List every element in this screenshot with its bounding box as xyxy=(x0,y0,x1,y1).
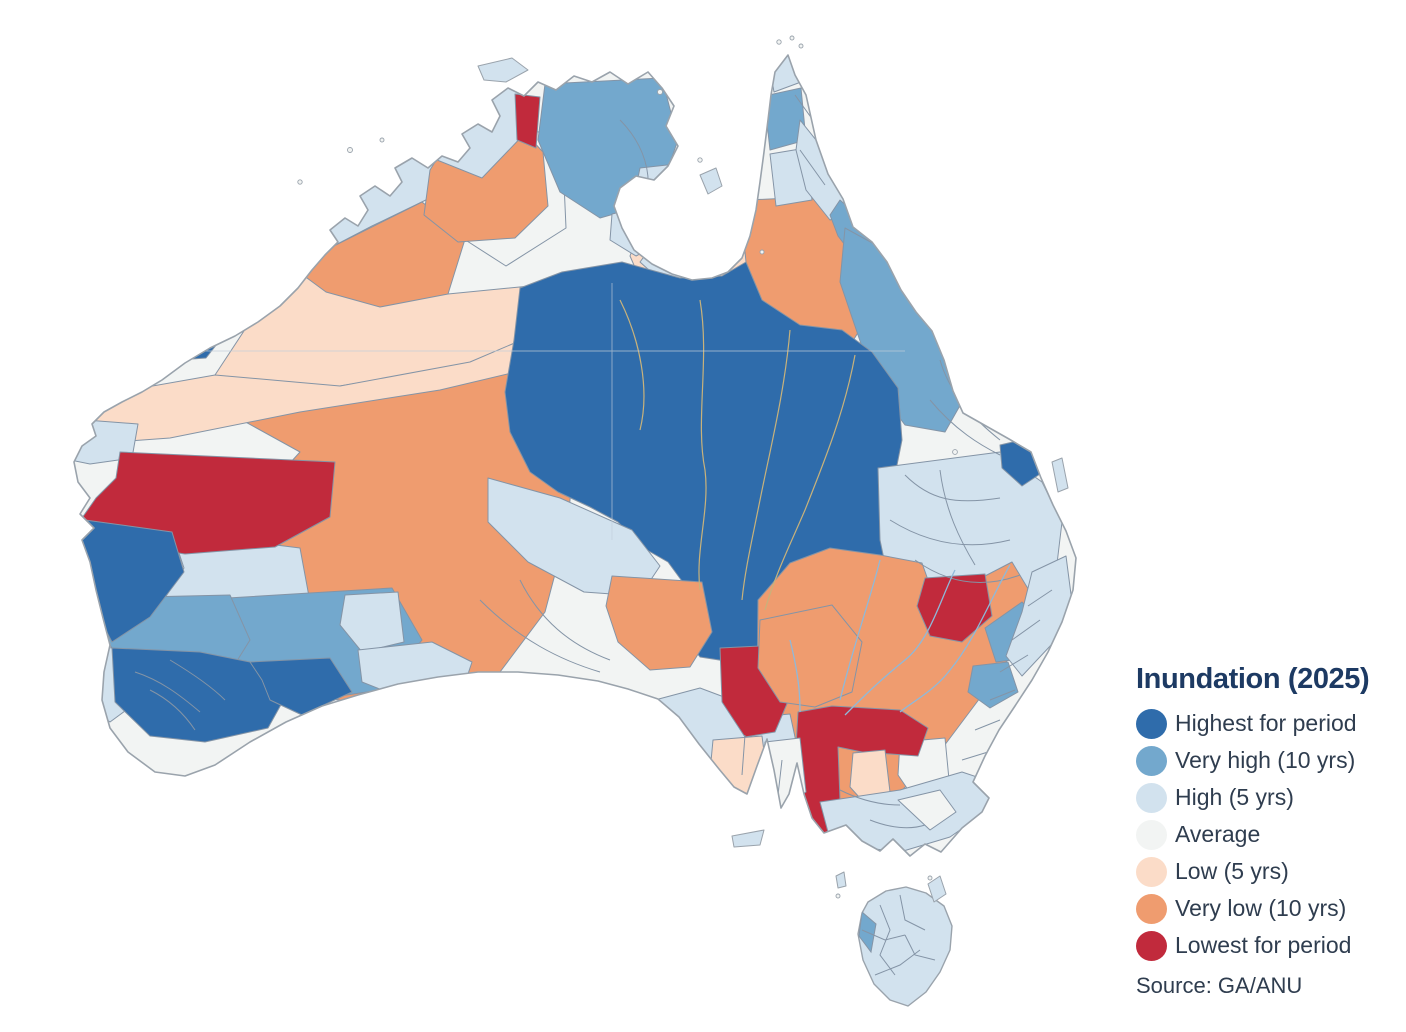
region-melville-island xyxy=(477,57,529,83)
coastal-islets xyxy=(297,35,958,899)
region-sa-orange-west xyxy=(605,575,713,671)
region-gippsland-white xyxy=(897,789,957,831)
region-vic-otway xyxy=(762,803,802,843)
catchment-regions xyxy=(74,55,1073,853)
region-border-rivers-red xyxy=(916,573,993,643)
river-lines xyxy=(789,559,1011,716)
legend-item-label: Very low (10 yrs) xyxy=(1175,895,1347,921)
legend-item-label: Low (5 yrs) xyxy=(1175,858,1289,884)
region-sa-orange-east xyxy=(757,604,863,708)
legend-title: Inundation (2025) xyxy=(1136,663,1370,695)
legend-item-label: High (5 yrs) xyxy=(1175,784,1294,810)
legend-item-label: Very high (10 yrs) xyxy=(1175,747,1356,773)
region-groote-island xyxy=(699,167,723,195)
region-nsw-coast-h5 xyxy=(1005,555,1073,677)
region-flinders-island xyxy=(927,875,947,903)
region-south-coast-west xyxy=(111,647,289,743)
legend-swatch-very_high xyxy=(1136,745,1167,776)
tasmania-group xyxy=(857,886,953,1007)
region-sa-south-peach xyxy=(709,735,769,815)
region-nsw-coast-vh2 xyxy=(967,661,1019,709)
legend-item-high: High (5 yrs) xyxy=(1136,779,1406,816)
region-fraser-island xyxy=(1051,457,1069,493)
region-darwin-sliver xyxy=(514,93,541,149)
region-qld-coast-hp2 xyxy=(1039,419,1071,466)
legend-item-highest: Highest for period xyxy=(1136,705,1406,742)
legend-swatch-lowest xyxy=(1136,930,1167,961)
legend-items: Highest for period Very high (10 yrs) High… xyxy=(1136,705,1406,964)
legend-item-lowest: Lowest for period xyxy=(1136,927,1406,964)
mainland-coastline xyxy=(73,54,1077,857)
legend-item-very_low: Very low (10 yrs) xyxy=(1136,890,1406,927)
region-arnhem-east xyxy=(629,161,705,243)
region-king-island xyxy=(835,871,847,889)
region-tasmania xyxy=(857,886,953,1007)
region-nw-coast xyxy=(74,297,117,389)
legend: Inundation (2025) Highest for period Very… xyxy=(1136,663,1406,999)
legend-item-label: Highest for period xyxy=(1175,710,1357,736)
legend-item-average: Average xyxy=(1136,816,1406,853)
tasmania-boundary-lines xyxy=(861,894,936,976)
legend-item-very_high: Very high (10 yrs) xyxy=(1136,742,1406,779)
legend-swatch-high xyxy=(1136,782,1167,813)
legend-swatch-average xyxy=(1136,819,1167,850)
legend-swatch-highest xyxy=(1136,708,1167,739)
legend-swatch-low xyxy=(1136,856,1167,887)
islands xyxy=(477,57,1069,903)
catchment-boundary-lines xyxy=(134,94,1053,829)
legend-item-label: Average xyxy=(1175,821,1261,847)
legend-swatch-very_low xyxy=(1136,893,1167,924)
legend-source: Source: GA/ANU xyxy=(1136,973,1303,998)
legend-item-low: Low (5 yrs) xyxy=(1136,853,1406,890)
legend-item-label: Lowest for period xyxy=(1175,932,1352,958)
region-kangaroo-island xyxy=(731,829,765,848)
